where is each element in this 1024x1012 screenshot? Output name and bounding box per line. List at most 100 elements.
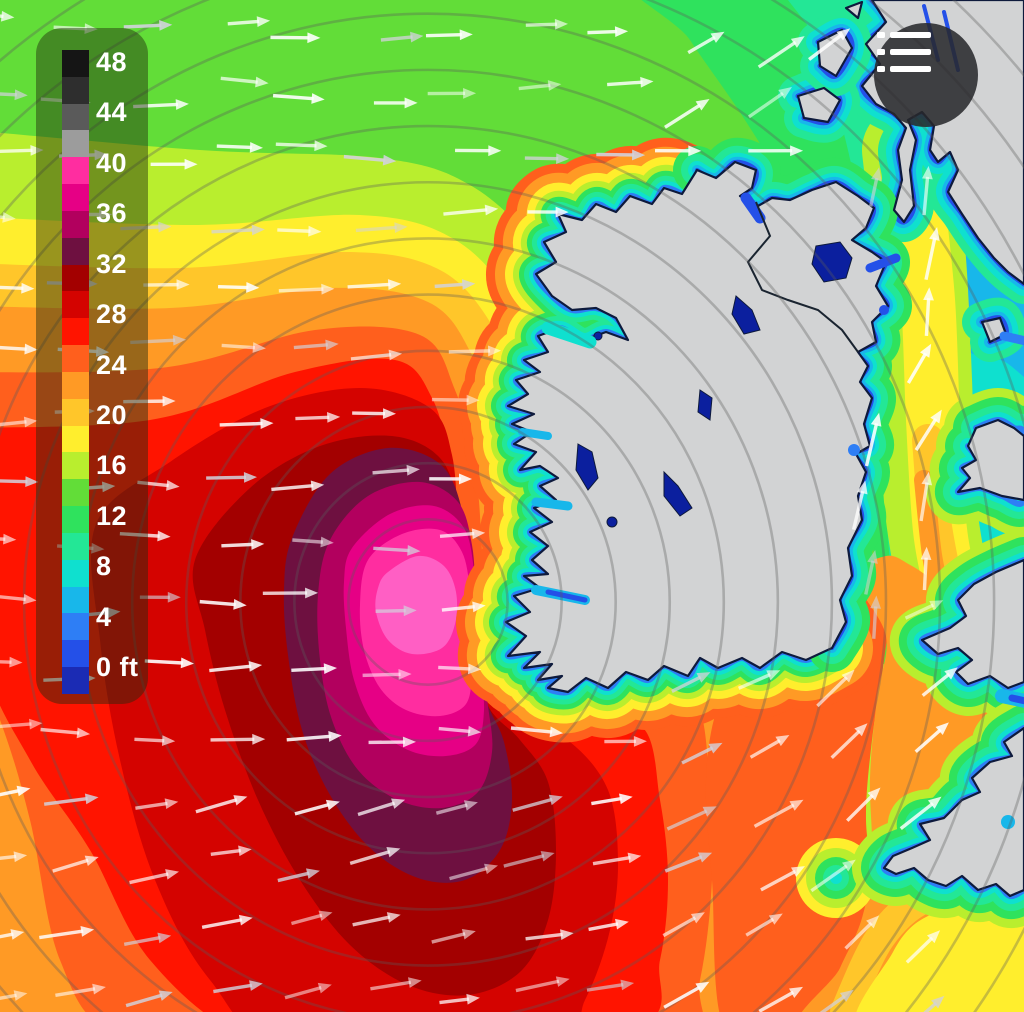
legend-tick-label: 8 <box>96 551 112 582</box>
wind-arrow <box>757 36 805 69</box>
solway-firth <box>999 331 1024 346</box>
wind-arrow <box>209 660 263 673</box>
wind-arrow <box>830 723 868 759</box>
wind-arrow <box>0 212 16 223</box>
legend-color-step <box>62 291 89 319</box>
wind-arrow <box>120 221 172 233</box>
legend-color-step <box>62 184 89 211</box>
island-small-north <box>844 0 864 20</box>
wind-arrow <box>0 785 31 801</box>
small-lake <box>606 516 618 528</box>
isobar-line <box>293 461 563 743</box>
wave-height-legend: 48 44 40 36 32 28 24 20 16 12 8 4 0 ft <box>36 28 148 704</box>
isobar-line <box>0 12 996 1012</box>
wind-arrow <box>864 412 882 467</box>
legend-color-step <box>62 237 89 265</box>
legend-tick-label: 48 <box>96 47 128 77</box>
legend-color-step <box>62 667 89 694</box>
wind-arrow <box>375 605 417 617</box>
wind-arrow <box>210 733 266 745</box>
wind-arrow <box>123 932 172 946</box>
wind-arrow <box>921 667 958 697</box>
menu-button[interactable] <box>874 23 978 127</box>
wind-arrow <box>275 140 328 152</box>
wind-arrow <box>844 915 880 950</box>
wind-arrow <box>512 794 563 812</box>
wind-arrow <box>816 669 855 708</box>
bristol-channel-inner <box>1008 694 1024 705</box>
small-lake <box>593 331 603 341</box>
shannon-estuary-inner <box>545 589 588 603</box>
landmass-southwest-england <box>882 726 1024 898</box>
legend-color-step <box>62 318 89 346</box>
wind-arrow <box>525 18 568 30</box>
wind-arrow <box>439 528 486 540</box>
wind-arrow <box>380 31 424 43</box>
wind-arrow <box>352 408 396 419</box>
wind-arrow <box>431 394 480 406</box>
wind-arrow <box>52 855 99 873</box>
wind-arrow <box>0 144 44 156</box>
wind-arrow <box>294 799 340 816</box>
wind-arrow <box>213 980 263 994</box>
wind-arrow <box>592 852 642 866</box>
wind-arrow <box>905 995 945 1012</box>
wind-arrow <box>760 866 805 892</box>
wind-arrow <box>671 672 711 693</box>
wind-arrow <box>747 87 792 119</box>
wind-arrow <box>125 990 173 1008</box>
wind-arrow <box>864 550 878 595</box>
wind-arrow <box>851 480 868 530</box>
wind-arrow <box>438 663 482 675</box>
wind-arrow <box>904 600 944 620</box>
wind-arrow <box>681 742 723 765</box>
legend-color-step <box>62 506 89 533</box>
legend-color-step <box>62 210 89 238</box>
wind-arrow <box>905 930 941 964</box>
wind-arrow <box>216 141 263 153</box>
wind-arrow <box>0 10 15 22</box>
wind-arrow <box>0 718 43 730</box>
wind-arrow <box>133 99 189 110</box>
wind-arrow <box>370 977 422 991</box>
legend-tick-label: 24 <box>96 349 128 380</box>
wind-arrow <box>666 806 717 831</box>
wind-arrow <box>431 929 476 944</box>
wind-arrow <box>914 409 942 451</box>
wind-arrow <box>425 29 473 41</box>
wind-arrow <box>53 23 98 35</box>
strangford-lough <box>879 305 889 315</box>
legend-tick-label: 44 <box>96 97 128 128</box>
wind-arrow <box>150 158 198 170</box>
wind-arrow <box>518 80 562 91</box>
wind-arrow <box>278 283 335 295</box>
wind-arrow <box>438 725 482 737</box>
wind-arrow <box>262 587 319 599</box>
wind-arrow <box>591 793 633 806</box>
wind-arrow <box>687 31 725 55</box>
donegal-bay <box>541 321 597 349</box>
wind-arrow <box>914 722 949 754</box>
wind-arrow <box>352 912 401 927</box>
wind-arrow <box>55 983 106 998</box>
wind-arrow <box>210 845 252 857</box>
clew-bay <box>518 428 552 440</box>
wind-arrow <box>277 868 320 883</box>
wind-arrow <box>270 32 321 44</box>
wind-arrow <box>350 349 403 361</box>
wind-arrow <box>39 926 95 940</box>
legend-tick-label: 40 <box>96 147 128 178</box>
legend-color-step <box>62 130 89 158</box>
wind-arrow <box>0 990 28 1004</box>
wind-arrow <box>749 735 790 759</box>
legend-color-step <box>62 640 89 668</box>
wind-arrow <box>443 204 499 216</box>
wind-arrow <box>515 976 570 993</box>
legend-color-step <box>62 50 89 77</box>
wind-arrow <box>434 279 476 290</box>
wind-arrow <box>448 345 502 357</box>
wind-arrow <box>441 601 486 613</box>
wind-arrow <box>134 735 176 747</box>
